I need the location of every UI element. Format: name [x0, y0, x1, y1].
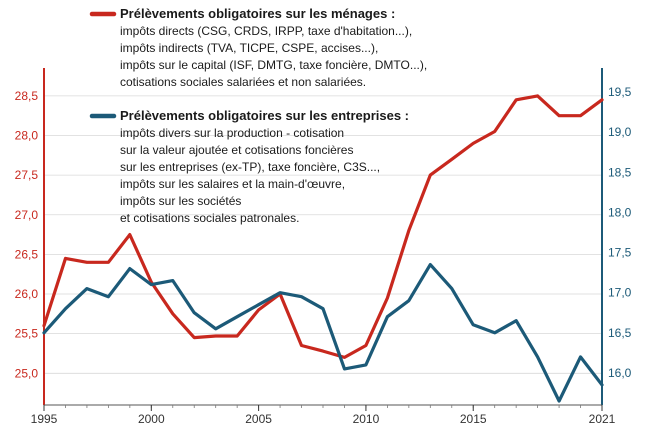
legend-title: Prélèvements obligatoires sur les entrep…	[120, 108, 409, 123]
legend-description-line: impôts divers sur la production - cotisa…	[120, 126, 344, 140]
x-tick-label: 2021	[589, 412, 616, 426]
left-tick-label: 27,5	[15, 168, 39, 182]
right-tick-label: 17,0	[608, 286, 632, 300]
series-lines	[42, 94, 604, 403]
right-tick-label: 16,0	[608, 366, 632, 380]
legend-description-line: impôts indirects (TVA, TICPE, CSPE, acci…	[120, 41, 378, 55]
right-tick-label: 17,5	[608, 246, 632, 260]
x-tick-label: 2005	[245, 412, 272, 426]
left-tick-label: 25,5	[15, 327, 39, 341]
left-tick-label: 26,5	[15, 247, 39, 261]
left-tick-label: 25,0	[15, 366, 39, 380]
x-tick-label: 2010	[353, 412, 380, 426]
x-tick-label: 2000	[138, 412, 165, 426]
x-tick-label: 2015	[460, 412, 487, 426]
legend-description-line: impôts directs (CSG, CRDS, IRPP, taxe d'…	[120, 24, 412, 38]
legend-description-line: impôts sur le capital (ISF, DMTG, taxe f…	[120, 58, 427, 72]
legend-title: Prélèvements obligatoires sur les ménage…	[120, 6, 395, 21]
x-axis: 1995 2000 2005 2010 2015 2021	[31, 404, 616, 426]
right-tick-label: 18,0	[608, 205, 632, 219]
right-tick-label: 18,5	[608, 165, 632, 179]
legend-description-line: et cotisations sociales patronales.	[120, 211, 299, 225]
left-axis: 25,0 25,5 26,0 26,5 27,0 27,5 28,0 28,5	[15, 68, 45, 405]
legend-description-line: impôts sur les salaires et la main-d'œuv…	[120, 177, 345, 191]
legend-description-line: sur la valeur ajoutée et cotisations fon…	[120, 143, 353, 157]
right-tick-label: 19,0	[608, 125, 632, 139]
left-tick-label: 27,0	[15, 208, 39, 222]
x-tick-label: 1995	[31, 412, 58, 426]
right-tick-label: 19,5	[608, 85, 632, 99]
legend-description-line: impôts sur les sociétés	[120, 194, 241, 208]
right-axis: 16,0 16,5 17,0 17,5 18,0 18,5 19,0 19,5	[601, 68, 632, 405]
grid	[44, 95, 602, 374]
legend-description-line: cotisations sociales salariées et non sa…	[120, 75, 366, 89]
left-tick-label: 28,5	[15, 89, 39, 103]
series-line-menages	[42, 94, 604, 359]
series-line-entreprises	[42, 263, 604, 403]
right-tick-label: 16,5	[608, 326, 632, 340]
left-tick-label: 26,0	[15, 287, 39, 301]
legend-description-line: sur les entreprises (ex-TP), taxe fonciè…	[120, 160, 380, 174]
legend: Prélèvements obligatoires sur les ménage…	[89, 6, 427, 225]
left-tick-label: 28,0	[15, 128, 39, 142]
